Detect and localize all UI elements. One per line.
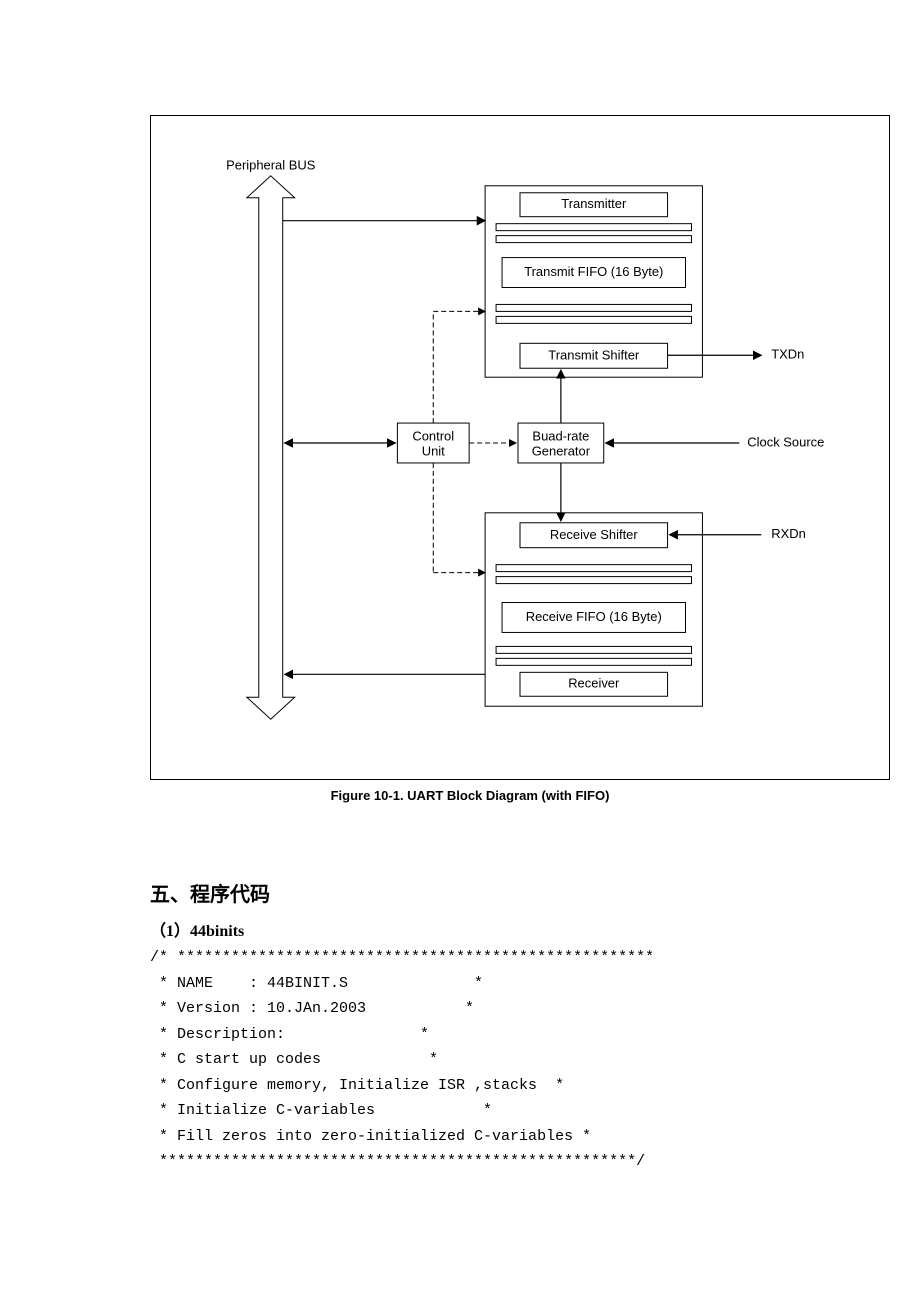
control-unit-label-2: Unit — [422, 443, 445, 458]
control-unit-label-1: Control — [412, 428, 454, 443]
baud-gen-label-1: Buad-rate — [532, 428, 589, 443]
tx-shifter-label: Transmit Shifter — [548, 348, 640, 363]
rx-bar-3 — [496, 646, 691, 653]
peripheral-bus-shape — [247, 176, 295, 719]
code-block: /* *************************************… — [150, 945, 790, 1175]
clock-source-label: Clock Source — [747, 434, 824, 449]
sub-heading: （1）44binits — [150, 917, 790, 941]
tx-bar-4 — [496, 316, 691, 323]
rx-shifter-label: Receive Shifter — [550, 527, 639, 542]
tx-bar-3 — [496, 304, 691, 311]
rx-fifo-label: Receive FIFO (16 Byte) — [526, 609, 662, 624]
rx-bar-4 — [496, 658, 691, 665]
tx-fifo-label: Transmit FIFO (16 Byte) — [524, 264, 663, 279]
section-heading: 五、程序代码 — [150, 878, 790, 907]
transmitter-label: Transmitter — [561, 196, 627, 211]
receiver-label: Receiver — [568, 676, 620, 691]
rx-bar-1 — [496, 565, 691, 572]
peripheral-bus-label: Peripheral BUS — [226, 157, 316, 172]
rxdn-label: RXDn — [771, 526, 806, 541]
diagram-svg: Peripheral BUS Transmitter Transmit FIFO… — [151, 116, 889, 779]
uart-block-diagram: Peripheral BUS Transmitter Transmit FIFO… — [150, 115, 890, 780]
rx-bar-2 — [496, 577, 691, 584]
figure-caption: Figure 10-1. UART Block Diagram (with FI… — [150, 788, 790, 803]
txdn-label: TXDn — [771, 347, 804, 362]
baud-gen-label-2: Generator — [532, 443, 591, 458]
tx-bar-1 — [496, 224, 691, 231]
tx-bar-2 — [496, 236, 691, 243]
